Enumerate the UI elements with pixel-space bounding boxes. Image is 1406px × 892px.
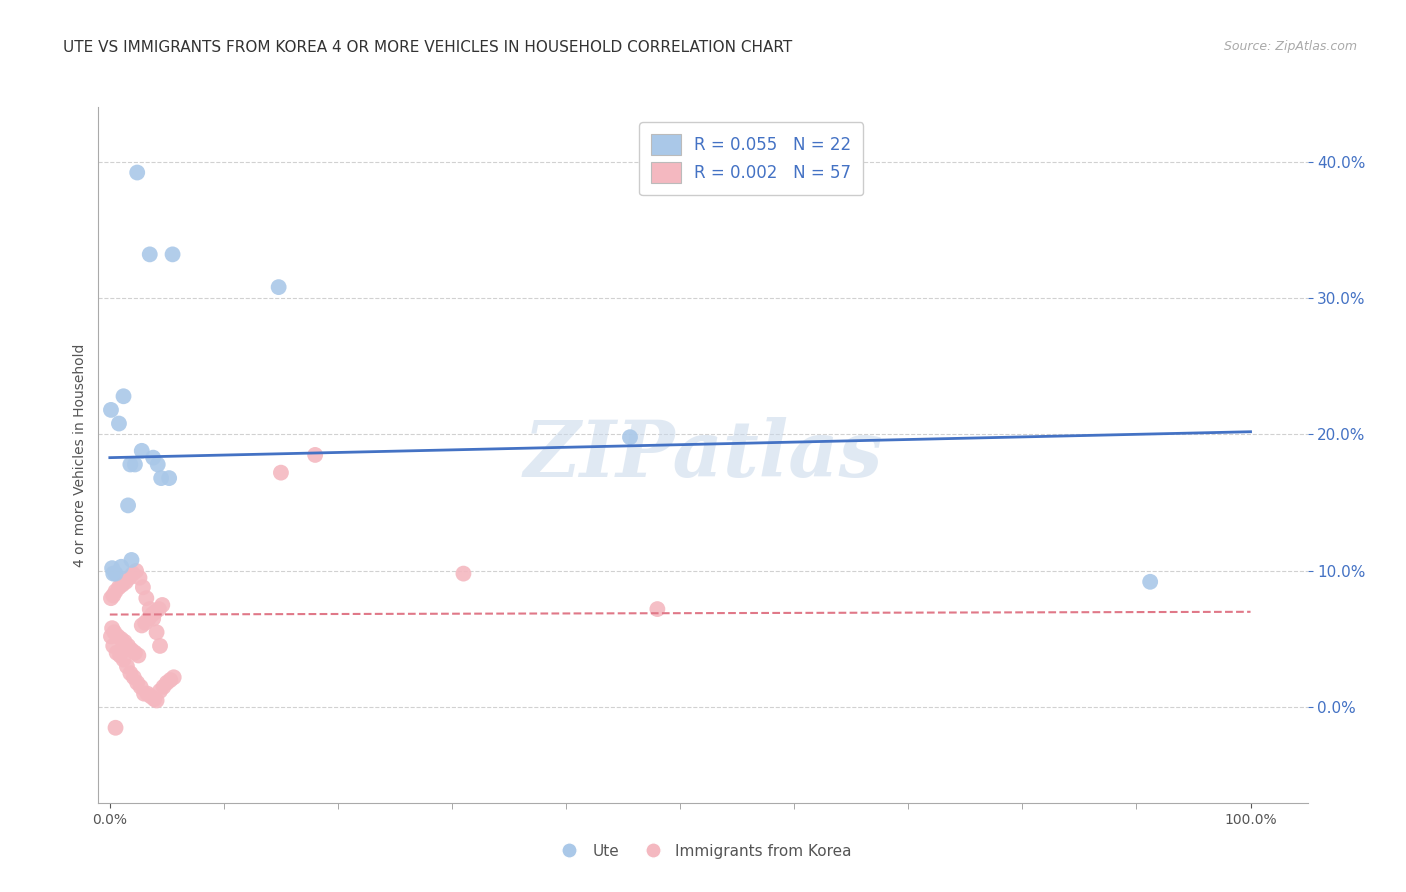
Point xyxy=(114,574,136,589)
Point xyxy=(114,635,136,649)
Point xyxy=(157,471,180,485)
Point xyxy=(111,577,134,591)
Point xyxy=(131,618,153,632)
Point xyxy=(127,675,149,690)
Point xyxy=(139,690,162,704)
Point xyxy=(162,247,184,261)
Point xyxy=(104,721,127,735)
Point xyxy=(139,602,162,616)
Point xyxy=(159,673,181,687)
Text: Source: ZipAtlas.com: Source: ZipAtlas.com xyxy=(1223,40,1357,54)
Point xyxy=(112,652,135,666)
Point xyxy=(124,458,146,472)
Point xyxy=(104,584,127,599)
Point xyxy=(132,687,155,701)
Point xyxy=(100,629,122,643)
Point xyxy=(304,448,326,462)
Point xyxy=(110,559,132,574)
Point xyxy=(115,659,138,673)
Point xyxy=(103,589,125,603)
Legend: Ute, Immigrants from Korea: Ute, Immigrants from Korea xyxy=(548,838,858,864)
Point xyxy=(121,643,143,657)
Point xyxy=(145,693,167,707)
Point xyxy=(149,684,172,698)
Point xyxy=(122,670,145,684)
Point xyxy=(121,553,143,567)
Point xyxy=(108,580,131,594)
Point xyxy=(120,458,142,472)
Point xyxy=(1139,574,1161,589)
Point xyxy=(120,666,142,681)
Point xyxy=(145,605,167,619)
Point xyxy=(100,591,122,606)
Text: UTE VS IMMIGRANTS FROM KOREA 4 OR MORE VEHICLES IN HOUSEHOLD CORRELATION CHART: UTE VS IMMIGRANTS FROM KOREA 4 OR MORE V… xyxy=(63,40,793,55)
Point xyxy=(105,646,128,660)
Point xyxy=(103,639,125,653)
Point xyxy=(143,692,166,706)
Point xyxy=(647,602,669,616)
Y-axis label: 4 or more Vehicles in Household: 4 or more Vehicles in Household xyxy=(73,343,87,566)
Point xyxy=(101,621,124,635)
Point xyxy=(453,566,475,581)
Point xyxy=(156,675,179,690)
Text: ZIPatlas: ZIPatlas xyxy=(523,417,883,493)
Point xyxy=(128,571,150,585)
Point xyxy=(127,165,149,179)
Point xyxy=(103,625,125,640)
Point xyxy=(150,598,173,612)
Point xyxy=(118,571,141,585)
Point xyxy=(110,632,132,646)
Point xyxy=(136,687,159,701)
Point xyxy=(117,639,139,653)
Point xyxy=(270,466,292,480)
Point xyxy=(104,566,127,581)
Point xyxy=(124,646,146,660)
Point xyxy=(131,443,153,458)
Point xyxy=(267,280,290,294)
Point xyxy=(107,629,129,643)
Point xyxy=(146,458,169,472)
Point xyxy=(149,639,172,653)
Point xyxy=(101,561,124,575)
Point xyxy=(103,566,125,581)
Point xyxy=(121,566,143,581)
Point xyxy=(100,403,122,417)
Point xyxy=(125,564,148,578)
Point xyxy=(163,670,186,684)
Point xyxy=(148,602,170,616)
Point xyxy=(112,389,135,403)
Point xyxy=(117,499,139,513)
Point xyxy=(127,648,149,663)
Point xyxy=(132,580,155,594)
Point xyxy=(108,648,131,663)
Point xyxy=(619,430,641,444)
Point xyxy=(150,471,173,485)
Point xyxy=(134,615,156,630)
Point xyxy=(108,417,131,431)
Point xyxy=(145,625,167,640)
Point xyxy=(141,607,163,622)
Point xyxy=(152,680,174,694)
Point xyxy=(129,680,152,694)
Point xyxy=(138,612,160,626)
Point xyxy=(135,591,157,606)
Point xyxy=(142,450,165,465)
Point xyxy=(142,612,165,626)
Point xyxy=(139,247,162,261)
